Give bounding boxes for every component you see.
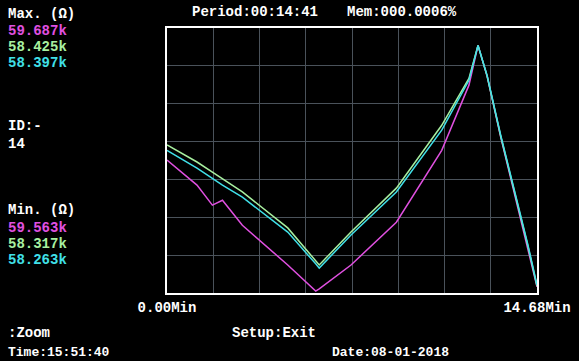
svg-text:58.263k: 58.263k [8, 252, 67, 268]
svg-text:58.397k: 58.397k [8, 55, 67, 71]
svg-text:59.563k: 59.563k [8, 220, 67, 236]
svg-text:58.425k: 58.425k [8, 39, 67, 55]
svg-text:14: 14 [8, 136, 25, 152]
svg-text:ID:-: ID:- [8, 118, 42, 134]
svg-text:Date:08-01-2018: Date:08-01-2018 [332, 345, 449, 360]
svg-text::Zoom: :Zoom [8, 325, 50, 341]
svg-text:59.687k: 59.687k [8, 23, 67, 39]
svg-text:Period:00:14:41: Period:00:14:41 [192, 4, 318, 20]
svg-text:14.68Min: 14.68Min [503, 300, 570, 316]
svg-text:Min. (Ω): Min. (Ω) [8, 202, 75, 218]
svg-text:58.317k: 58.317k [8, 236, 67, 252]
svg-text:Max. (Ω): Max. (Ω) [8, 6, 75, 22]
svg-text:Setup:Exit: Setup:Exit [232, 325, 316, 341]
svg-text:Mem:000.0006%: Mem:000.0006% [347, 4, 457, 20]
svg-text:0.00Min: 0.00Min [138, 300, 197, 316]
svg-text:Time:15:51:40: Time:15:51:40 [8, 345, 110, 360]
